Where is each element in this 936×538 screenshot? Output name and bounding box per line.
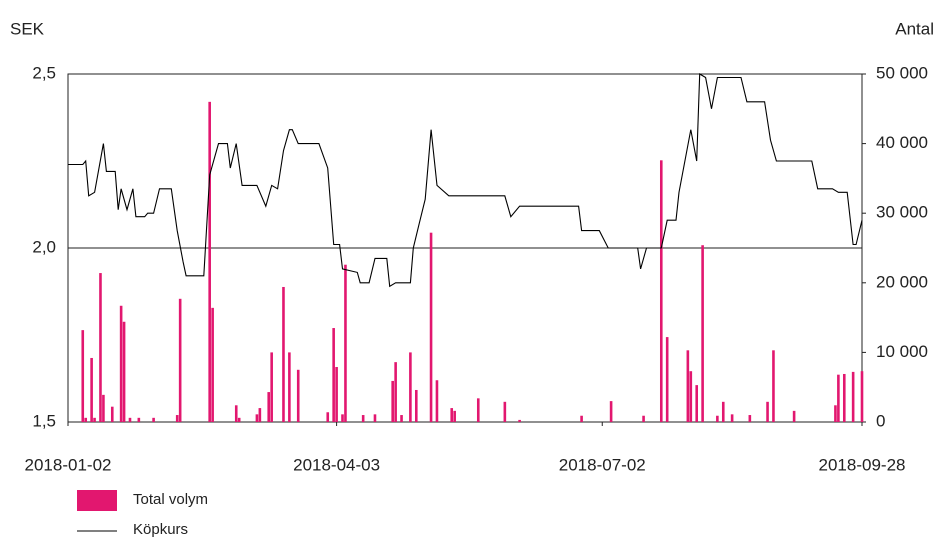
y2-tick-label: 20 000: [876, 272, 928, 291]
volume-bar: [175, 415, 179, 422]
volume-bar: [208, 101, 211, 422]
volume-bar: [211, 307, 214, 422]
volume-bar: [391, 380, 394, 422]
volume-bar: [99, 273, 102, 422]
volume-bar: [270, 352, 273, 422]
x-tick-label: 2018-04-03: [293, 455, 380, 474]
volume-bar: [137, 417, 141, 422]
volume-bar: [414, 389, 418, 422]
volume-bar: [721, 401, 725, 422]
volume-bar: [609, 401, 613, 422]
volume-bar: [686, 350, 690, 422]
volume-bar: [110, 406, 114, 422]
volume-bar: [102, 394, 105, 422]
volume-bar: [772, 350, 775, 422]
volume-bar: [81, 330, 85, 422]
volume-bar: [450, 408, 454, 422]
volume-bar: [288, 352, 291, 422]
volume-bar: [837, 374, 840, 422]
y-tick-label: 2,5: [32, 63, 56, 82]
volume-bar: [476, 398, 480, 422]
volume-bar: [326, 412, 330, 422]
legend-label: Köpkurs: [133, 521, 188, 538]
volume-bar: [400, 415, 403, 422]
x-tick-label: 2018-01-02: [25, 455, 112, 474]
y-axis-label: SEK: [10, 19, 45, 38]
volume-bar: [234, 405, 238, 422]
volume-bar: [642, 415, 645, 422]
y2-tick-label: 0: [876, 411, 885, 430]
volume-bar: [282, 286, 285, 422]
volume-bar: [237, 417, 241, 422]
price-line: [68, 73, 863, 288]
volume-bar: [122, 321, 126, 422]
volume-bar: [766, 401, 769, 422]
volume-bar: [503, 401, 507, 422]
y2-tick-label: 30 000: [876, 203, 928, 222]
volume-bar: [689, 371, 693, 422]
y-tick-label: 1,5: [32, 411, 56, 430]
volume-bar: [267, 392, 271, 422]
volume-bar: [341, 414, 344, 422]
volume-bar: [296, 369, 300, 422]
volume-bar: [716, 415, 719, 422]
volume-bar: [580, 415, 583, 422]
y2-tick-label: 50 000: [876, 63, 928, 82]
legend-label: Total volym: [133, 491, 208, 508]
volume-bar: [258, 408, 262, 422]
legend-swatch: [77, 490, 117, 511]
volume-bar: [90, 357, 93, 422]
volume-bar: [665, 337, 669, 422]
volume-bar: [128, 417, 132, 422]
volume-bar: [792, 410, 796, 422]
y2-axis-label: Antal: [895, 19, 934, 38]
volume-bar: [701, 245, 704, 422]
volume-bar: [178, 298, 182, 422]
volume-bar: [344, 264, 347, 422]
volume-bar: [361, 415, 365, 422]
volume-bar: [842, 373, 846, 422]
volume-bar: [834, 405, 837, 422]
y-tick-label: 2,0: [32, 237, 56, 256]
volume-bar: [435, 380, 439, 422]
volume-bar: [453, 410, 456, 422]
volume-bar: [748, 415, 752, 422]
x-tick-label: 2018-07-02: [559, 455, 646, 474]
volume-bar: [518, 419, 521, 422]
volume-bar: [119, 305, 123, 422]
volume-bar: [730, 414, 734, 422]
volume-bar: [255, 414, 259, 422]
volume-bar: [373, 414, 377, 422]
volume-bar: [695, 385, 699, 422]
volume-bar: [409, 352, 412, 422]
volume-bar: [659, 160, 663, 422]
volume-bar: [394, 362, 397, 422]
volume-bar: [860, 371, 864, 422]
volume-bar: [335, 367, 338, 422]
volume-bar: [152, 417, 155, 422]
y2-tick-label: 40 000: [876, 133, 928, 152]
volume-bar: [84, 417, 88, 422]
x-tick-label: 2018-09-28: [819, 455, 906, 474]
volume-bar: [429, 232, 433, 422]
volume-bar: [93, 417, 96, 422]
volume-bar: [332, 328, 335, 422]
y2-tick-label: 10 000: [876, 342, 928, 361]
volume-bar: [851, 371, 855, 422]
